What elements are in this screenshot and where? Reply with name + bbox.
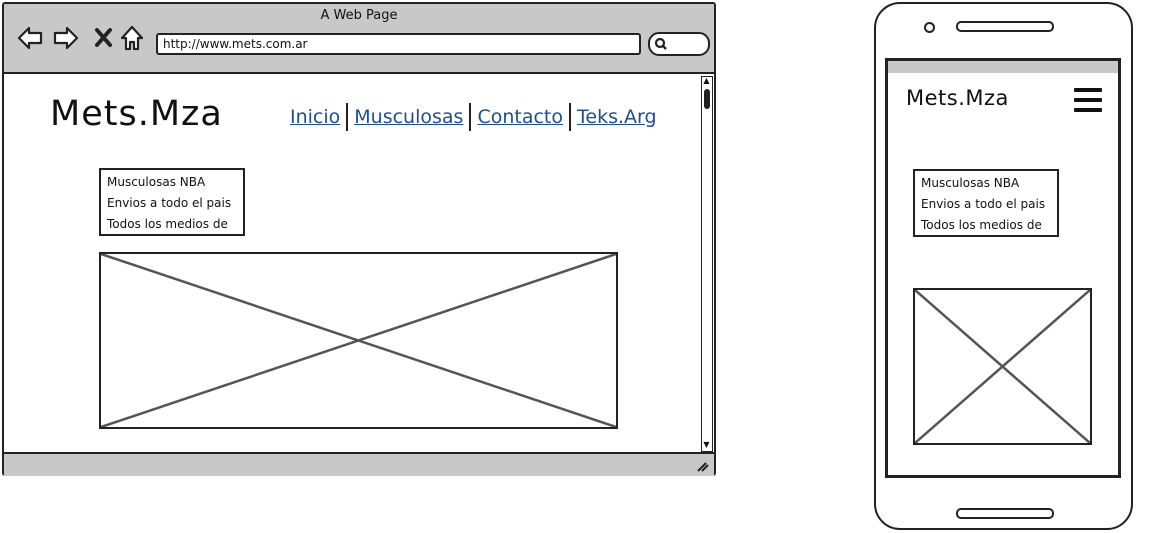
nav-link-teks-arg[interactable]: Teks.Arg <box>577 106 657 128</box>
mobile-image-placeholder <box>913 288 1092 445</box>
nav-link-inicio[interactable]: Inicio <box>290 106 341 128</box>
text-line: Envios a todo el pais <box>107 196 232 210</box>
browser-status-bar <box>4 452 714 476</box>
forward-icon[interactable] <box>52 24 80 52</box>
scroll-up-icon[interactable]: ▲ <box>703 76 710 85</box>
phone-status-bar <box>888 61 1118 73</box>
text-line: Todos los medios de <box>921 218 1042 232</box>
text-line: Todos los medios de <box>107 217 228 231</box>
main-nav: Inicio Musculosas Contacto Teks.Arg <box>284 102 663 132</box>
nav-divider <box>569 103 571 131</box>
scroll-down-icon[interactable]: ▼ <box>703 440 710 449</box>
site-logo[interactable]: Mets.Mza <box>50 94 223 134</box>
hamburger-menu-icon[interactable] <box>1074 88 1102 112</box>
nav-link-contacto[interactable]: Contacto <box>477 106 563 128</box>
search-icon <box>654 37 667 50</box>
text-line: Musculosas NBA <box>107 175 206 189</box>
close-icon[interactable] <box>90 24 118 52</box>
phone-camera <box>924 22 935 33</box>
mobile-intro-text-box: Musculosas NBA Envios a todo el pais Tod… <box>913 169 1059 237</box>
url-bar[interactable]: http://www.mets.com.ar <box>156 33 641 55</box>
phone-frame <box>874 2 1133 530</box>
home-icon[interactable] <box>118 24 146 52</box>
vertical-scrollbar[interactable]: ▲ ▼ <box>701 76 713 452</box>
intro-text-box: Musculosas NBA Envios a todo el pais Tod… <box>99 168 245 236</box>
scroll-thumb[interactable] <box>703 89 710 109</box>
mobile-site-logo[interactable]: Mets.Mza <box>906 86 1009 110</box>
resize-grip-icon[interactable] <box>696 459 710 473</box>
image-placeholder <box>99 252 618 429</box>
phone-speaker <box>956 21 1054 32</box>
phone-home-button[interactable] <box>956 508 1054 519</box>
window-title: A Web Page <box>320 8 398 23</box>
text-line: Musculosas NBA <box>921 176 1020 190</box>
text-line: Envios a todo el pais <box>921 197 1046 211</box>
nav-divider <box>469 103 472 131</box>
back-icon[interactable] <box>16 24 44 52</box>
browser-toolbar: A Web Page http://www.mets.com.ar <box>4 4 714 74</box>
nav-link-musculosas[interactable]: Musculosas <box>354 106 464 128</box>
browser-search-field[interactable] <box>648 32 710 56</box>
nav-divider <box>346 103 349 131</box>
